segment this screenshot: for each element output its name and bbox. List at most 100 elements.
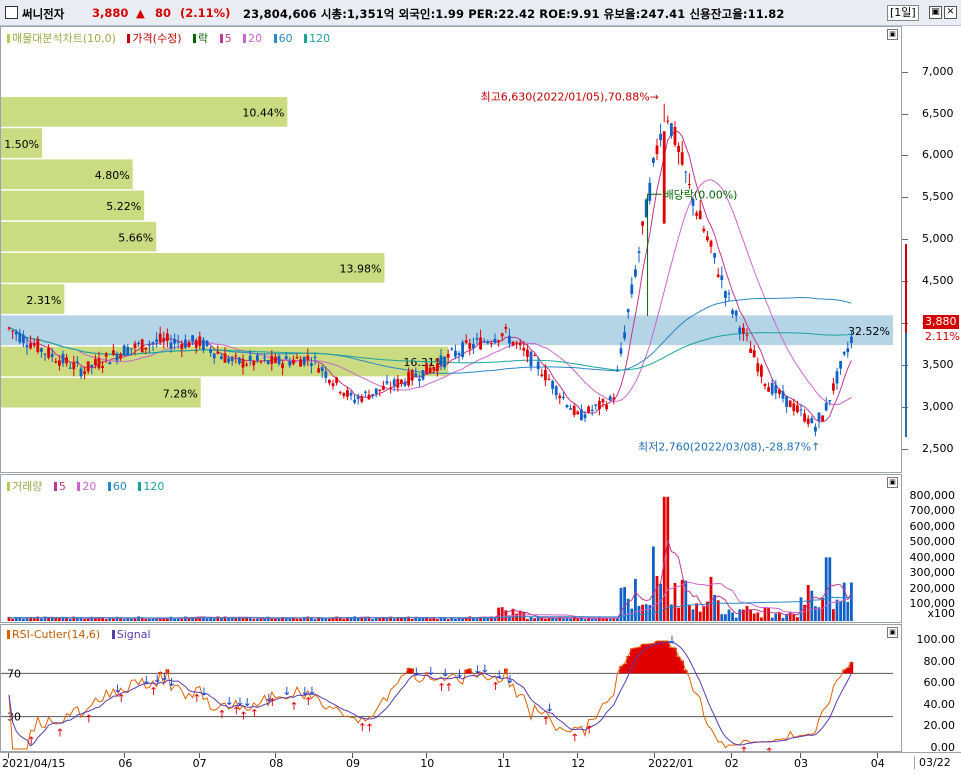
volume-bar [263, 618, 266, 621]
candle-body [245, 364, 248, 366]
candle-body [688, 183, 691, 185]
candle-body [230, 357, 234, 362]
buy-signal-arrow-icon: ↑ [149, 685, 158, 698]
candle-body [504, 327, 508, 329]
sell-signal-arrow-icon: ↓ [225, 695, 234, 708]
volume-bar [716, 600, 720, 621]
sell-signal-arrow-icon: ↓ [282, 685, 291, 698]
candle-body [194, 340, 198, 348]
volume-bar [342, 618, 346, 621]
candle-body [536, 361, 540, 370]
candle-body [655, 145, 659, 154]
candle-body [7, 327, 11, 329]
volume-bar [839, 600, 842, 621]
price-panel[interactable]: 10.44% 1.50% 4.80% 5.22% 5.66% 13.98% 2.31% 32.… [0, 26, 902, 473]
price-axis-label: 3,000 [922, 400, 954, 414]
candle-body [11, 330, 14, 332]
axis-tick [902, 155, 908, 157]
volume-bar [835, 599, 839, 621]
volume-bar [356, 617, 360, 621]
volume-bar [227, 618, 230, 621]
candle-body [151, 342, 155, 345]
candle-body [331, 383, 335, 387]
rsi-panel[interactable]: 70 30 ↑ ↑ ↑ ↓ ↑ ↓ ↑ ↓ ↓ ↓ ↑ ↓ ↑ ↓ ↑ ↓ ↑ ↓ ↑ ↓ ↑ ↓ ↑ ↓ ↑ ↓ ↑ ↑ ↓ ↓ ↑ ↓ ↑ ↓ ↓ ↓… [0, 624, 902, 753]
period-selector[interactable]: [1일] [887, 5, 919, 21]
panel-close-icon[interactable]: ▣ [887, 627, 898, 638]
window-checkbox[interactable] [5, 6, 18, 19]
rsi-axis-label: 60.00 [923, 676, 956, 690]
candle-body [731, 310, 734, 315]
volume-bar [97, 617, 101, 621]
candle-body [522, 348, 526, 351]
volume-bar [292, 617, 295, 621]
candle-body [720, 275, 724, 280]
candle-body [169, 342, 173, 349]
buy-signal-arrow-icon: ↑ [541, 715, 550, 728]
close-icon[interactable]: ✕ [944, 6, 957, 19]
volume-bar [742, 609, 745, 621]
price-axis-label: 6,500 [922, 106, 954, 120]
volume-bar [850, 582, 853, 621]
volume-bar [821, 598, 824, 621]
candle-body [832, 383, 835, 391]
volume-bar [349, 616, 353, 621]
volume-bar [652, 546, 655, 621]
candle-body [54, 361, 58, 363]
candle-body [673, 126, 677, 145]
candle-body [554, 386, 558, 396]
volume-bar [248, 617, 252, 621]
candle-body [288, 361, 292, 366]
candle-body [702, 228, 706, 232]
volume-profile-bar [1, 377, 201, 408]
candle-body [842, 352, 846, 355]
volume-bar [846, 601, 850, 621]
candle-body [464, 340, 468, 343]
candle-body [40, 348, 43, 352]
sell-signal-arrow-icon: ↓ [243, 696, 252, 709]
volume-bar [400, 617, 403, 621]
volume-bar [558, 616, 562, 621]
volume-bar [230, 617, 234, 621]
candle-body [223, 353, 227, 363]
volume-bar [634, 578, 637, 621]
legend-volume: 거래량 [12, 480, 43, 493]
panel-close-icon[interactable]: ▣ [887, 29, 898, 40]
volume-bar [382, 616, 385, 621]
candle-body [97, 358, 101, 369]
sell-signal-arrow-icon: ↓ [307, 685, 316, 698]
volume-bar [335, 616, 338, 621]
up-range-bar [905, 243, 907, 334]
current-price-marker: 3,880 [923, 315, 959, 329]
candle-body [544, 369, 547, 381]
volume-bar [389, 616, 392, 621]
volume-bar [828, 557, 832, 621]
volume-bar [115, 616, 119, 621]
volume-bar [767, 607, 770, 621]
sell-signal-arrow-icon: ↓ [412, 666, 421, 679]
candle-body [558, 395, 562, 399]
volume-bar [385, 617, 389, 621]
candle-body [778, 389, 781, 394]
volume-panel[interactable]: 거래량 5 20 60 120 ▣ [0, 474, 902, 623]
candle-body [533, 355, 536, 357]
candle-body [756, 363, 760, 372]
volume-bar [511, 608, 515, 621]
volume-bar [648, 605, 652, 621]
candle-body [799, 409, 803, 411]
volume-bar [500, 607, 504, 621]
volume-bar [612, 618, 616, 621]
volume-bar [378, 617, 382, 621]
candle-body [439, 355, 443, 366]
candle-body [284, 356, 288, 360]
candle-body [266, 360, 270, 364]
volume-bar [540, 617, 544, 621]
candle-body [785, 396, 788, 407]
candle-body [637, 251, 641, 254]
volume-bar [18, 616, 22, 621]
volume-bar [173, 617, 176, 621]
candle-body [497, 340, 500, 342]
restore-icon[interactable]: ▣ [929, 6, 942, 19]
panel-close-icon[interactable]: ▣ [887, 477, 898, 488]
date-tick [275, 753, 277, 758]
